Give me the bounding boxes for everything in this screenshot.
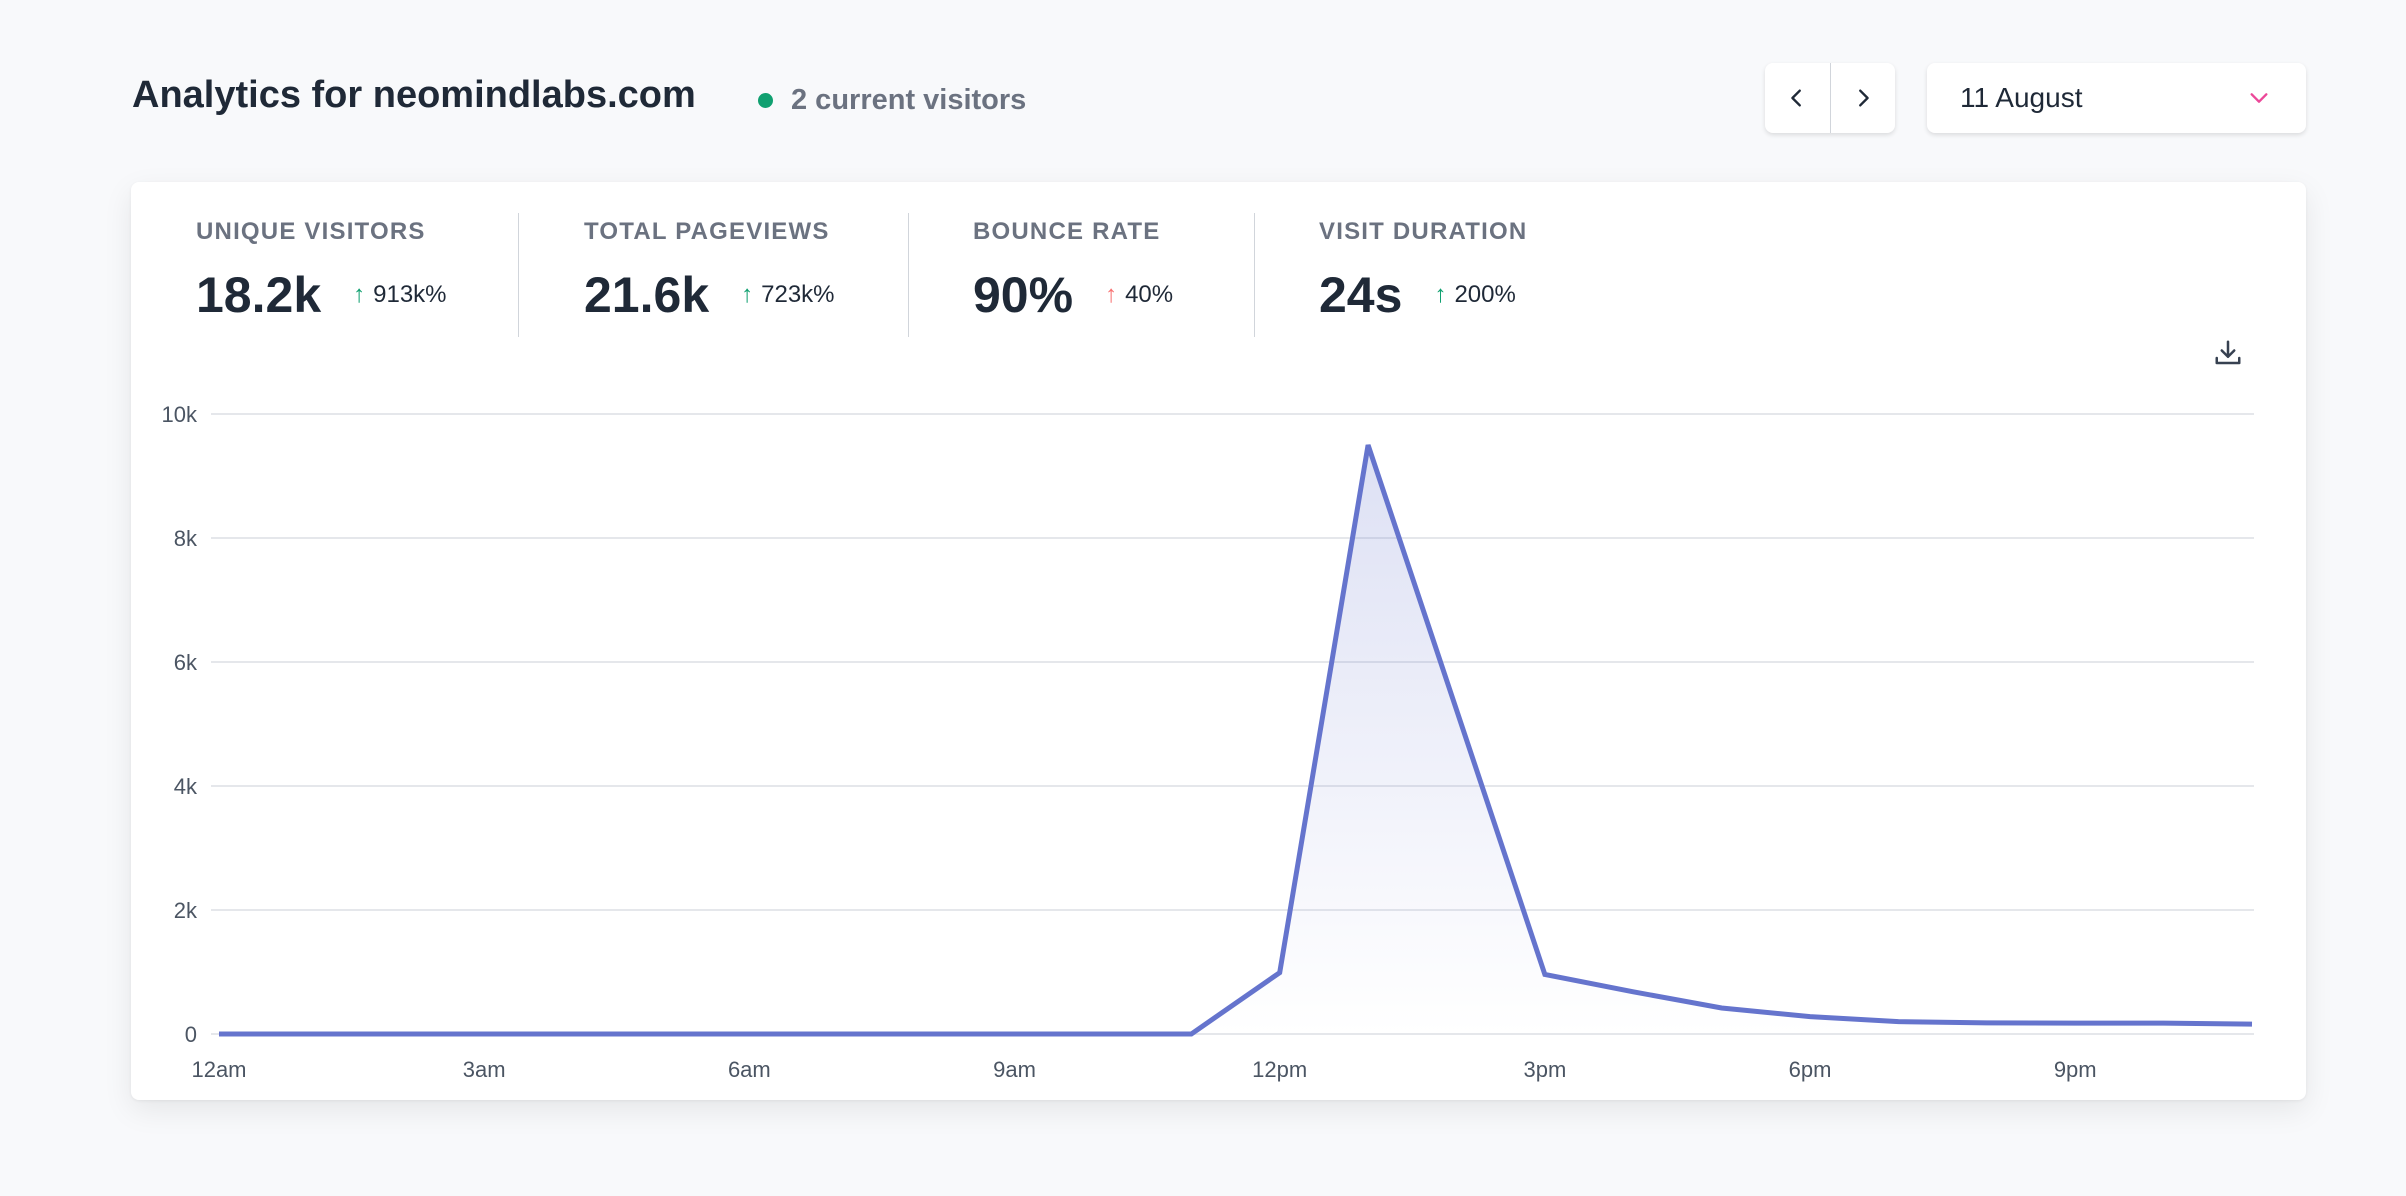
download-icon [2215, 340, 2241, 365]
period-navigation [1765, 63, 1895, 133]
analytics-card: UNIQUE VISITORS 18.2k ↑ 913k% TOTAL PAGEV… [131, 182, 2306, 1100]
live-dot-icon [758, 93, 773, 108]
data-point[interactable] [653, 1026, 669, 1042]
divider [908, 213, 909, 337]
data-point[interactable] [741, 1026, 757, 1042]
current-visitors[interactable]: 2 current visitors [758, 84, 1026, 117]
stat-total-pageviews[interactable]: TOTAL PAGEVIEWS 21.6k ↑ 723k% [584, 218, 835, 324]
download-button[interactable] [2213, 338, 2243, 373]
visitors-chart[interactable]: 0 2k 4k 6k 8k 10k 12am 3am 6am 9am 12pm 3pm 6pm 9pm [131, 182, 2306, 1100]
arrow-up-icon: ↑ [1434, 281, 1447, 308]
stat-change: 40% [1125, 281, 1174, 308]
data-point[interactable] [1272, 965, 1288, 981]
stat-unique-visitors[interactable]: UNIQUE VISITORS 18.2k ↑ 913k% [196, 218, 447, 324]
data-point[interactable] [1183, 1026, 1199, 1042]
date-range-dropdown[interactable]: 11 August [1927, 63, 2306, 133]
y-tick-label: 4k [174, 774, 198, 799]
data-point[interactable] [1802, 1009, 1818, 1025]
x-tick-label: 6pm [1789, 1057, 1832, 1082]
stat-value: 24s [1319, 267, 1403, 323]
x-tick-label: 3pm [1523, 1057, 1566, 1082]
data-point[interactable] [1625, 984, 1641, 1000]
previous-period-button[interactable] [1765, 63, 1830, 133]
data-point[interactable] [2156, 1015, 2172, 1031]
stat-change: 200% [1454, 281, 1516, 308]
y-tick-label: 10k [162, 402, 198, 427]
chevron-left-icon [1791, 89, 1802, 107]
y-tick-label: 6k [174, 650, 198, 675]
data-point[interactable] [1360, 437, 1376, 453]
page-title: Analytics for neomindlabs.com [132, 74, 696, 116]
chevron-right-icon [1858, 89, 1869, 107]
divider [1254, 213, 1255, 337]
y-tick-label: 0 [185, 1022, 197, 1047]
x-tick-label: 9am [993, 1057, 1036, 1082]
x-tick-label: 6am [728, 1057, 771, 1082]
divider [518, 213, 519, 337]
data-point[interactable] [388, 1026, 404, 1042]
series-line [219, 444, 2253, 1037]
stat-bounce-rate[interactable]: BOUNCE RATE 90% ↑ 40% [973, 218, 1173, 324]
x-tick-label: 12am [191, 1057, 246, 1082]
stat-change: 723k% [761, 281, 835, 308]
current-visitors-label: 2 current visitors [791, 84, 1027, 116]
data-point[interactable] [1890, 1014, 1906, 1030]
data-point[interactable] [1007, 1026, 1023, 1042]
data-point[interactable] [1448, 702, 1464, 718]
data-point[interactable] [2244, 1016, 2260, 1032]
selected-date: 11 August [1960, 82, 2083, 113]
arrow-up-icon: ↑ [1105, 281, 1118, 308]
stat-label: VISIT DURATION [1319, 218, 1528, 245]
data-point[interactable] [1979, 1015, 1995, 1031]
stat-change: 913k% [373, 281, 447, 308]
stat-value: 21.6k [584, 267, 710, 323]
data-point[interactable] [1095, 1026, 1111, 1042]
arrow-up-icon: ↑ [353, 281, 366, 308]
arrow-up-icon: ↑ [741, 281, 754, 308]
stat-label: BOUNCE RATE [973, 218, 1161, 245]
data-point[interactable] [1714, 1000, 1730, 1016]
stat-value: 90% [973, 267, 1074, 323]
data-point[interactable] [830, 1026, 846, 1042]
stat-value: 18.2k [196, 267, 322, 323]
stat-visit-duration[interactable]: VISIT DURATION 24s ↑ 200% [1319, 218, 1527, 324]
stat-label: TOTAL PAGEVIEWS [584, 218, 830, 245]
x-tick-label: 3am [463, 1057, 506, 1082]
data-point[interactable] [918, 1026, 934, 1042]
data-point[interactable] [211, 1026, 227, 1042]
series-area [219, 445, 2252, 1034]
data-point[interactable] [299, 1026, 315, 1042]
x-tick-label: 12pm [1252, 1057, 1307, 1082]
data-point[interactable] [476, 1026, 492, 1042]
data-point[interactable] [1537, 966, 1553, 982]
stat-label: UNIQUE VISITORS [196, 218, 426, 245]
y-tick-label: 2k [174, 898, 198, 923]
data-point[interactable] [565, 1026, 581, 1042]
y-tick-label: 8k [174, 526, 198, 551]
data-point[interactable] [2067, 1015, 2083, 1031]
next-period-button[interactable] [1829, 63, 1896, 133]
x-tick-label: 9pm [2054, 1057, 2097, 1082]
chevron-down-icon [2250, 93, 2268, 103]
